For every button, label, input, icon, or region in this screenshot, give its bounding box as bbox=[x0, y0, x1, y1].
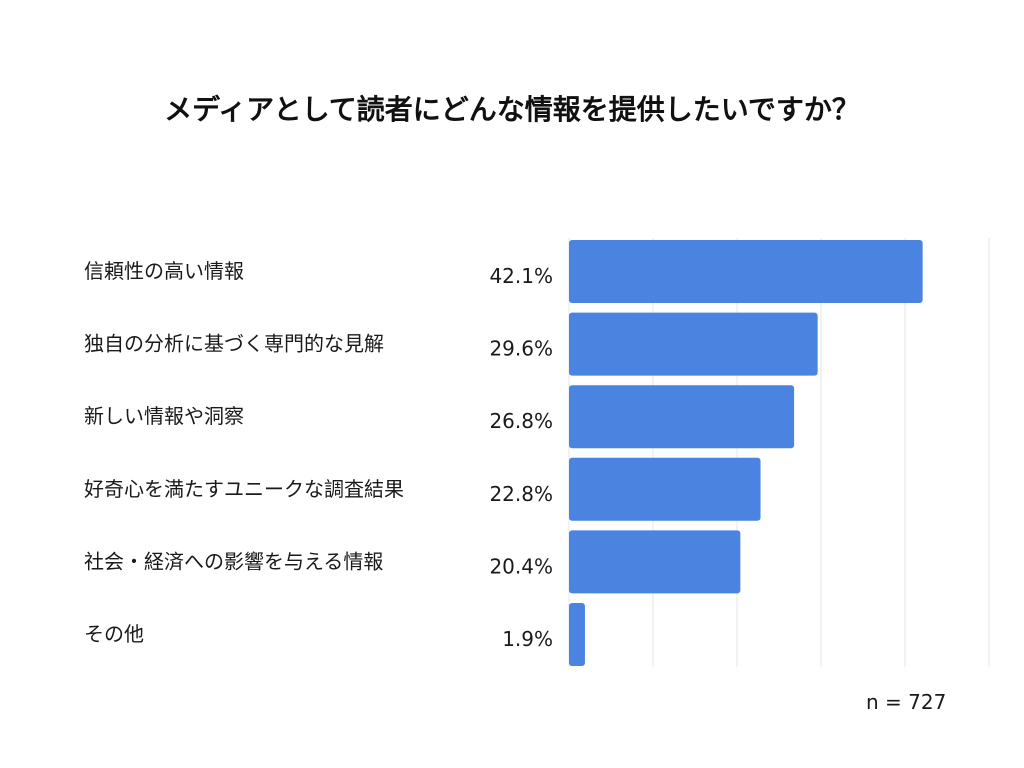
bar bbox=[569, 240, 923, 303]
label-layer: 信頼性の高い情報 42.1% 独自の分析に基づく専門的な見解 29.6% 新しい情報や洞… bbox=[84, 259, 553, 651]
value-label: 29.6% bbox=[489, 337, 553, 361]
bar bbox=[569, 312, 818, 376]
bar bbox=[569, 457, 761, 521]
value-label: 26.8% bbox=[489, 409, 553, 433]
bar bbox=[569, 603, 585, 666]
category-label: 信頼性の高い情報 bbox=[84, 259, 244, 283]
grid-layer bbox=[568, 238, 990, 667]
category-label: 独自の分析に基づく専門的な見解 bbox=[84, 332, 384, 356]
category-label: 好奇心を満たすユニークな調査結果 bbox=[84, 477, 404, 501]
bar bbox=[569, 530, 741, 594]
category-label: 新しい情報や洞察 bbox=[84, 404, 244, 428]
value-label: 22.8% bbox=[489, 482, 553, 506]
bar bbox=[569, 385, 795, 449]
value-label: 20.4% bbox=[489, 554, 553, 578]
value-label: 1.9% bbox=[502, 627, 553, 651]
category-label: 社会・経済への影響を与える情報 bbox=[84, 549, 383, 573]
bar-layer bbox=[569, 240, 923, 666]
value-label: 42.1% bbox=[489, 264, 553, 288]
sample-size: n = 727 bbox=[866, 690, 947, 714]
chart-title: メディアとして読者にどんな情報を提供したいですか？ bbox=[164, 93, 860, 126]
category-label: その他 bbox=[84, 622, 144, 646]
